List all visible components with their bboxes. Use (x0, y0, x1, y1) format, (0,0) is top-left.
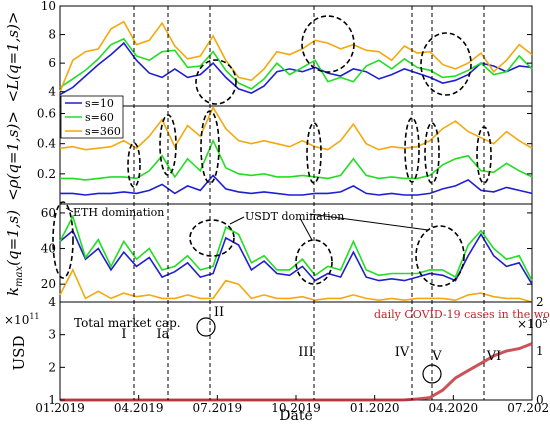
x-axis-label: Date (279, 408, 312, 424)
x-tick-label: 07.2020 (507, 401, 550, 415)
y-axis-label-rest: (q=1,s) (4, 210, 22, 266)
y-tick-label: 6 (48, 56, 56, 70)
highlight-circle (196, 317, 216, 337)
exponent-power: 11 (29, 312, 39, 321)
annotation-arrow (309, 213, 429, 231)
y-tick-label: 0.2 (37, 167, 56, 181)
highlight-ellipse (195, 59, 237, 105)
x-tick-label: 01.2019 (35, 401, 85, 415)
x-tick-label: 04.2020 (429, 401, 479, 415)
series-line (59, 37, 533, 90)
exponent-label-right: ×105 (517, 316, 547, 331)
y-axis-label: USD (10, 336, 28, 371)
highlight-circle (422, 364, 442, 384)
y-axis-label-sub: max (14, 266, 25, 287)
legend: s=10 s=60 s=360 (60, 95, 124, 139)
series-line (59, 268, 533, 303)
exponent-base-right: ×10 (517, 317, 542, 331)
highlight-ellipse (159, 114, 177, 176)
event-label: VI (486, 349, 502, 364)
highlight-ellipse (200, 110, 220, 184)
annotation-arrow (299, 217, 313, 241)
highlight-ellipse (127, 142, 141, 188)
y-tick-label: 8 (48, 28, 56, 42)
annotation-eth: ETH domination (73, 206, 164, 219)
y-tick-label: 4 (48, 295, 56, 309)
event-label: II (214, 305, 224, 320)
y-axis-label-main: k (4, 287, 22, 296)
panel-frame (59, 5, 533, 107)
highlight-ellipse (476, 126, 492, 184)
event-label: III (298, 345, 313, 360)
annotation-arrow (229, 216, 245, 225)
highlight-ellipse (301, 15, 355, 73)
legend-entry: s=10 (85, 97, 114, 110)
panel-frame (59, 105, 533, 205)
y-tick-label: 3 (48, 328, 56, 342)
y-axis-label: kmax(q=1,s) (4, 210, 25, 296)
highlight-ellipse (404, 117, 420, 183)
exponent-base: ×10 (4, 313, 29, 327)
y2-tick-label: 1 (536, 344, 544, 358)
x-tick-label: 07.2019 (193, 401, 243, 415)
y-tick-label: 0.4 (37, 137, 56, 151)
highlight-ellipse (306, 122, 322, 184)
x-tick-label: 10.2019 (271, 401, 321, 415)
y-tick-label: 2 (48, 360, 56, 374)
series-line (59, 229, 533, 285)
y-axis-label: <ρ(q=1,s)> (4, 111, 22, 201)
annotation-arrow (65, 207, 74, 213)
annotation-usdt: USDT domination (245, 210, 344, 223)
y2-tick-label: 2 (536, 295, 544, 309)
x-tick-label: 04.2019 (114, 401, 164, 415)
series-line (60, 174, 533, 196)
series-line (59, 20, 533, 93)
exponent-label: ×1011 (4, 312, 40, 327)
highlight-ellipse (295, 239, 333, 285)
event-label: Ia (157, 327, 170, 342)
event-label: IV (395, 345, 410, 360)
y-tick-label: 4 (48, 85, 56, 99)
series-line (59, 41, 533, 96)
annotation-total: Total market cap. (74, 316, 181, 330)
y-tick-label: 40 (41, 242, 56, 256)
legend-entry: s=60 (85, 111, 114, 124)
highlight-ellipse (52, 201, 74, 279)
highlight-ellipse (189, 219, 235, 257)
highlight-ellipse (424, 122, 440, 184)
event-label: V (431, 349, 442, 364)
series-line (60, 342, 533, 402)
exponent-power-right: 5 (542, 316, 547, 325)
event-label: I (121, 327, 126, 342)
y2-tick-label: 0 (536, 393, 544, 407)
series-line (59, 105, 533, 151)
y-tick-label: 20 (41, 277, 56, 291)
legend-entry: s=360 (85, 125, 121, 138)
x-tick-label: 01.2020 (350, 401, 400, 415)
y-tick-label: 60 (41, 206, 56, 220)
y-tick-label: 0.6 (37, 107, 56, 121)
y-tick-label: 1 (48, 393, 56, 407)
annotation-covid: daily COVID-19 cases in the world (374, 308, 550, 321)
y-axis-label: <L(q=1,s)> (4, 12, 22, 103)
y-tick-label: 10 (41, 0, 56, 13)
highlight-ellipse (420, 32, 472, 96)
highlight-ellipse (415, 225, 465, 287)
